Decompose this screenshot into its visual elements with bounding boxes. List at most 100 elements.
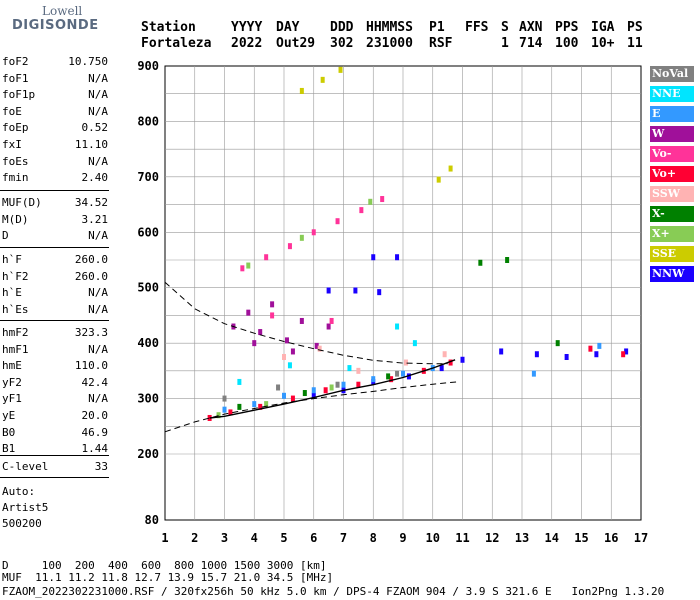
legend-item-nnw: NNW bbox=[650, 266, 694, 282]
data-point bbox=[282, 354, 286, 360]
x-tick-label: 9 bbox=[399, 531, 406, 545]
param-name: foF1 bbox=[2, 71, 29, 85]
param-separator bbox=[0, 455, 109, 456]
legend-item-e: E bbox=[650, 106, 694, 122]
header-value-day: Out29 bbox=[276, 36, 316, 51]
param-value: 3.21 bbox=[81, 212, 109, 226]
legend-item-x-: X- bbox=[650, 206, 694, 222]
param-row: fmin 2.40 bbox=[2, 170, 108, 186]
header-value-p1: RSF bbox=[429, 36, 453, 51]
x-tick-label: 11 bbox=[455, 531, 469, 545]
param-row: B1 1.44 bbox=[2, 441, 108, 457]
data-point bbox=[588, 345, 593, 352]
param-row: hmF1 N/A bbox=[2, 342, 108, 358]
header-label-yyyy: YYYY bbox=[231, 20, 263, 35]
param-name: foF1p bbox=[2, 88, 36, 102]
param-value: 1.44 bbox=[81, 442, 109, 456]
legend-item-w: W bbox=[650, 126, 694, 142]
x-tick-label: 10 bbox=[426, 531, 440, 545]
data-point bbox=[252, 340, 257, 347]
data-point bbox=[534, 351, 539, 358]
data-point bbox=[287, 243, 292, 250]
param-row: hmE 110.0 bbox=[2, 358, 108, 374]
x-tick-label: 13 bbox=[515, 531, 529, 545]
data-point bbox=[347, 365, 352, 372]
param-value: N/A bbox=[88, 302, 108, 316]
data-point bbox=[338, 66, 343, 73]
param-row: h`F2 260.0 bbox=[2, 269, 108, 285]
param-name: hmE bbox=[2, 359, 22, 373]
param-row: foF1p N/A bbox=[2, 87, 108, 103]
data-point bbox=[323, 387, 328, 394]
curve-lower-dashed bbox=[164, 381, 457, 433]
data-point bbox=[335, 218, 340, 225]
data-point bbox=[395, 254, 400, 261]
y-tick-label: 900 bbox=[137, 59, 159, 73]
param-row: foEp 0.52 bbox=[2, 120, 108, 136]
param-row: fxI 11.10 bbox=[2, 137, 108, 153]
data-point bbox=[395, 323, 400, 330]
y-tick-label: 700 bbox=[137, 170, 159, 184]
data-point bbox=[624, 348, 629, 355]
data-point bbox=[246, 309, 251, 316]
param-row: yF1 N/A bbox=[2, 391, 108, 407]
data-point bbox=[359, 207, 364, 214]
param-name: fmin bbox=[2, 171, 29, 185]
x-tick-label: 5 bbox=[280, 531, 287, 545]
y-tick-label: 80 bbox=[145, 513, 159, 527]
data-point bbox=[299, 317, 304, 324]
header-label-axn: AXN bbox=[519, 20, 543, 35]
param-row: foF2 10.750 bbox=[2, 54, 108, 70]
data-point bbox=[237, 378, 242, 385]
data-point bbox=[270, 301, 275, 308]
data-point bbox=[329, 317, 334, 324]
param-value: 0.52 bbox=[81, 121, 109, 135]
data-point bbox=[368, 198, 373, 205]
data-point bbox=[389, 376, 394, 383]
param-separator bbox=[0, 247, 109, 248]
data-point bbox=[380, 196, 385, 203]
data-point bbox=[326, 323, 331, 330]
header-value-s: 1 bbox=[501, 36, 509, 51]
data-point bbox=[302, 390, 307, 397]
legend-item-vo-: Vo- bbox=[650, 146, 694, 162]
header-label-p1: P1 bbox=[429, 20, 445, 35]
header-label-ddd: DDD bbox=[330, 20, 354, 35]
y-tick-label: 400 bbox=[137, 336, 159, 350]
data-point bbox=[386, 373, 391, 380]
param-name: C-level bbox=[2, 460, 49, 473]
data-point bbox=[442, 351, 447, 358]
data-point bbox=[401, 370, 405, 377]
data-point bbox=[287, 362, 292, 369]
param-name: h`F2 bbox=[2, 269, 29, 283]
data-point bbox=[299, 87, 304, 94]
header-label-pps: PPS bbox=[555, 20, 579, 35]
param-name: yF2 bbox=[2, 375, 22, 389]
param-name: hmF2 bbox=[2, 326, 29, 339]
param-value: N/A bbox=[88, 88, 108, 102]
param-name: M(D) bbox=[2, 212, 29, 226]
data-point bbox=[621, 351, 626, 358]
param-value: 42.4 bbox=[81, 375, 109, 389]
auto-info-line: Auto: bbox=[2, 485, 36, 498]
header-value-station: Fortaleza bbox=[141, 36, 212, 51]
header-label-iga: IGA bbox=[591, 20, 615, 35]
y-tick-label: 300 bbox=[137, 392, 159, 406]
data-point bbox=[326, 287, 331, 294]
x-tick-label: 1 bbox=[161, 531, 168, 545]
param-name: h`Es bbox=[2, 302, 29, 316]
data-point bbox=[356, 381, 361, 388]
data-point bbox=[252, 401, 257, 408]
legend-item-nne: NNE bbox=[650, 86, 694, 102]
header-value-yyyy: 2022 bbox=[231, 36, 263, 51]
data-point bbox=[311, 229, 316, 236]
param-row: D N/A bbox=[2, 228, 108, 244]
data-point bbox=[377, 289, 382, 296]
x-tick-label: 4 bbox=[251, 531, 258, 545]
param-value: 33 bbox=[94, 460, 108, 473]
param-value: 110.0 bbox=[74, 359, 108, 373]
x-tick-label: 7 bbox=[340, 531, 347, 545]
data-point bbox=[356, 367, 361, 374]
param-value: 10.750 bbox=[68, 55, 108, 68]
param-row: yE 20.0 bbox=[2, 408, 108, 424]
